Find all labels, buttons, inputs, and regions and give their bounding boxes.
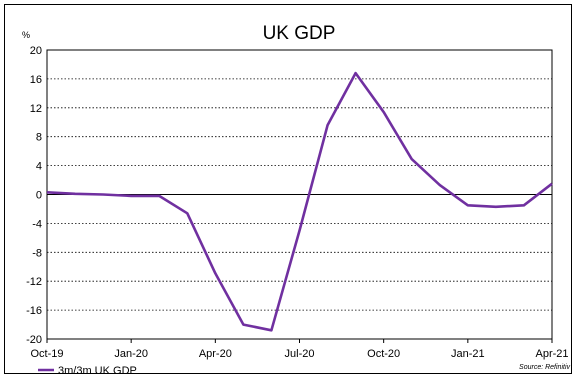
series-group [46, 71, 553, 332]
y-tick-label: 12 [30, 103, 42, 115]
x-tick-label: Jul-20 [285, 348, 315, 360]
y-tick-label: 4 [36, 161, 42, 173]
chart-frame [4, 4, 572, 374]
y-tick-label: -20 [26, 334, 42, 346]
y-tick-label: 0 [36, 190, 42, 202]
y-tick-label: 8 [36, 132, 42, 144]
legend-label: 3m/3m UK GDP [58, 365, 137, 377]
y-tick-label: -8 [32, 247, 42, 259]
x-tick-label: Oct-19 [30, 348, 63, 360]
x-tick-label: Apr-21 [535, 348, 568, 360]
x-tick-label: Jan-20 [114, 348, 148, 360]
x-tick-label: Oct-20 [367, 348, 400, 360]
source-note: Source: Refinitiv [519, 364, 570, 371]
series-line [46, 71, 553, 332]
x-axis-ticks: Oct-19 Jan-20 Apr-20 Jul-20 Oct-20 Jan-21 Apr-… [30, 339, 569, 360]
y-tick-label: -16 [26, 305, 42, 317]
y-axis-unit: % [22, 30, 30, 40]
y-tick-label: -12 [26, 276, 42, 288]
chart-title: UK GDP [263, 23, 336, 44]
x-tick-label: Apr-20 [199, 348, 232, 360]
x-tick-label: Jan-21 [451, 348, 485, 360]
y-tick-label: 16 [30, 74, 42, 86]
y-tick-label: 20 [30, 45, 42, 57]
y-axis-ticks: 20 16 12 8 4 0 -4 -8 -12 -16 -20 [26, 45, 42, 346]
legend: 3m/3m UK GDP [38, 365, 137, 377]
gridlines [47, 78, 552, 311]
y-tick-label: -4 [32, 218, 42, 230]
